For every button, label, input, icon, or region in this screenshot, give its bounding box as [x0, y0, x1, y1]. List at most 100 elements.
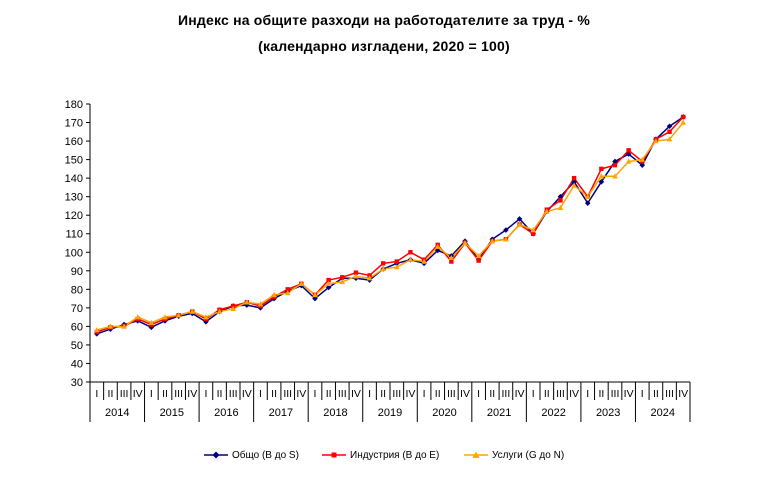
data-point-2 — [475, 252, 482, 259]
data-point-0 — [244, 302, 250, 308]
data-point-1 — [667, 129, 672, 134]
quarter-label: III — [283, 388, 292, 400]
legend-item-industry: Индустрия (B до E) — [322, 447, 439, 463]
data-point-0 — [516, 216, 523, 222]
y-tick-label: 110 — [65, 229, 83, 241]
quarter-label: I — [532, 388, 535, 400]
data-point-2 — [298, 280, 305, 286]
series-markers — [94, 114, 686, 337]
quarter-label: II — [271, 388, 277, 400]
data-point-2 — [421, 258, 427, 264]
data-point-0 — [639, 162, 646, 168]
data-point-2 — [666, 136, 673, 142]
quarter-label: IV — [678, 388, 688, 400]
data-point-1 — [599, 166, 604, 172]
data-point-2 — [216, 308, 223, 314]
legend-label-services: Услуги (G до N) — [492, 449, 565, 461]
data-point-2 — [557, 204, 564, 210]
data-point-1 — [285, 287, 290, 292]
series-line-1 — [96, 116, 684, 333]
data-point-2 — [353, 273, 359, 279]
data-point-2 — [339, 278, 346, 285]
legend-item-total: Общо (B до S) — [204, 447, 299, 463]
y-tick-label: 80 — [71, 284, 83, 296]
legend-label-total: Общо (B до S) — [232, 449, 299, 461]
chart-legend: Общо (B до S) Индустрия (B до E) Услуги … — [0, 447, 768, 463]
data-point-1 — [612, 162, 618, 168]
y-tick-label: 150 — [65, 155, 83, 167]
y-tick-label: 160 — [65, 136, 83, 148]
legend-swatch-total — [204, 451, 228, 459]
quarter-label: III — [502, 388, 511, 400]
series-line-2 — [96, 122, 684, 331]
data-point-1 — [476, 258, 481, 263]
y-tick-label: 100 — [65, 247, 83, 259]
y-tick-label: 50 — [71, 340, 83, 352]
quarter-label: IV — [351, 388, 361, 400]
year-label: 2015 — [160, 407, 184, 419]
legend-swatch-services — [464, 451, 488, 458]
data-point-2 — [257, 301, 264, 307]
data-point-0 — [148, 324, 155, 331]
data-point-2 — [162, 314, 168, 320]
y-tick-label: 130 — [65, 192, 83, 204]
data-point-2 — [134, 314, 141, 320]
data-point-2 — [653, 138, 659, 144]
year-label: 2024 — [650, 407, 674, 419]
quarter-label: III — [611, 388, 620, 400]
year-label: 2017 — [269, 407, 293, 419]
data-point-0 — [312, 295, 318, 302]
data-point-0 — [325, 284, 332, 291]
quarter-label: IV — [624, 388, 634, 400]
data-point-2 — [462, 240, 468, 246]
quarter-label: I — [204, 388, 207, 400]
series-line-0 — [96, 116, 684, 335]
data-point-2 — [489, 238, 496, 244]
data-point-2 — [244, 299, 250, 305]
data-point-1 — [394, 259, 400, 264]
data-point-2 — [680, 119, 686, 125]
data-point-0 — [598, 179, 605, 185]
data-point-2 — [639, 156, 646, 162]
data-point-0 — [612, 158, 618, 165]
y-tick-label: 30 — [71, 377, 83, 389]
quarter-label: III — [229, 388, 238, 400]
quarter-label: IV — [569, 388, 579, 400]
data-point-2 — [625, 158, 632, 164]
y-tick-label: 180 — [65, 99, 83, 111]
quarter-label: I — [368, 388, 371, 400]
quarter-label: IV — [296, 388, 306, 400]
data-point-2 — [448, 254, 455, 261]
quarter-label: II — [326, 388, 332, 400]
quarter-label: I — [586, 388, 589, 400]
data-point-1 — [340, 275, 345, 280]
quarter-label: II — [489, 388, 495, 400]
data-point-1 — [530, 231, 536, 236]
data-point-1 — [408, 250, 413, 255]
legend-label-industry: Индустрия (B до E) — [350, 449, 440, 461]
y-axis-labels: 30 40 50 60 70 80 90 100 110 120 130 140 150 160 170 18… — [65, 99, 83, 389]
quarter-label: IV — [242, 388, 252, 400]
data-point-1 — [558, 198, 563, 203]
quarter-label: IV — [515, 388, 525, 400]
data-point-2 — [312, 291, 318, 298]
data-point-2 — [434, 243, 441, 249]
quarter-label: II — [380, 388, 386, 400]
data-point-2 — [230, 305, 236, 311]
quarter-label: III — [392, 388, 401, 400]
y-tick-label: 170 — [65, 118, 83, 130]
data-point-1 — [353, 270, 359, 275]
y-tick-label: 140 — [65, 173, 83, 185]
quarter-label: I — [95, 388, 98, 400]
data-point-0 — [557, 193, 564, 200]
y-tick-label: 40 — [71, 358, 83, 370]
year-label: 2016 — [214, 407, 238, 419]
series-lines — [96, 116, 684, 335]
quarter-label: I — [259, 388, 262, 400]
quarter-label: III — [665, 388, 674, 400]
year-label: 2023 — [596, 407, 620, 419]
year-label: 2020 — [432, 407, 456, 419]
data-point-1 — [449, 259, 454, 264]
quarter-label: III — [338, 388, 347, 400]
